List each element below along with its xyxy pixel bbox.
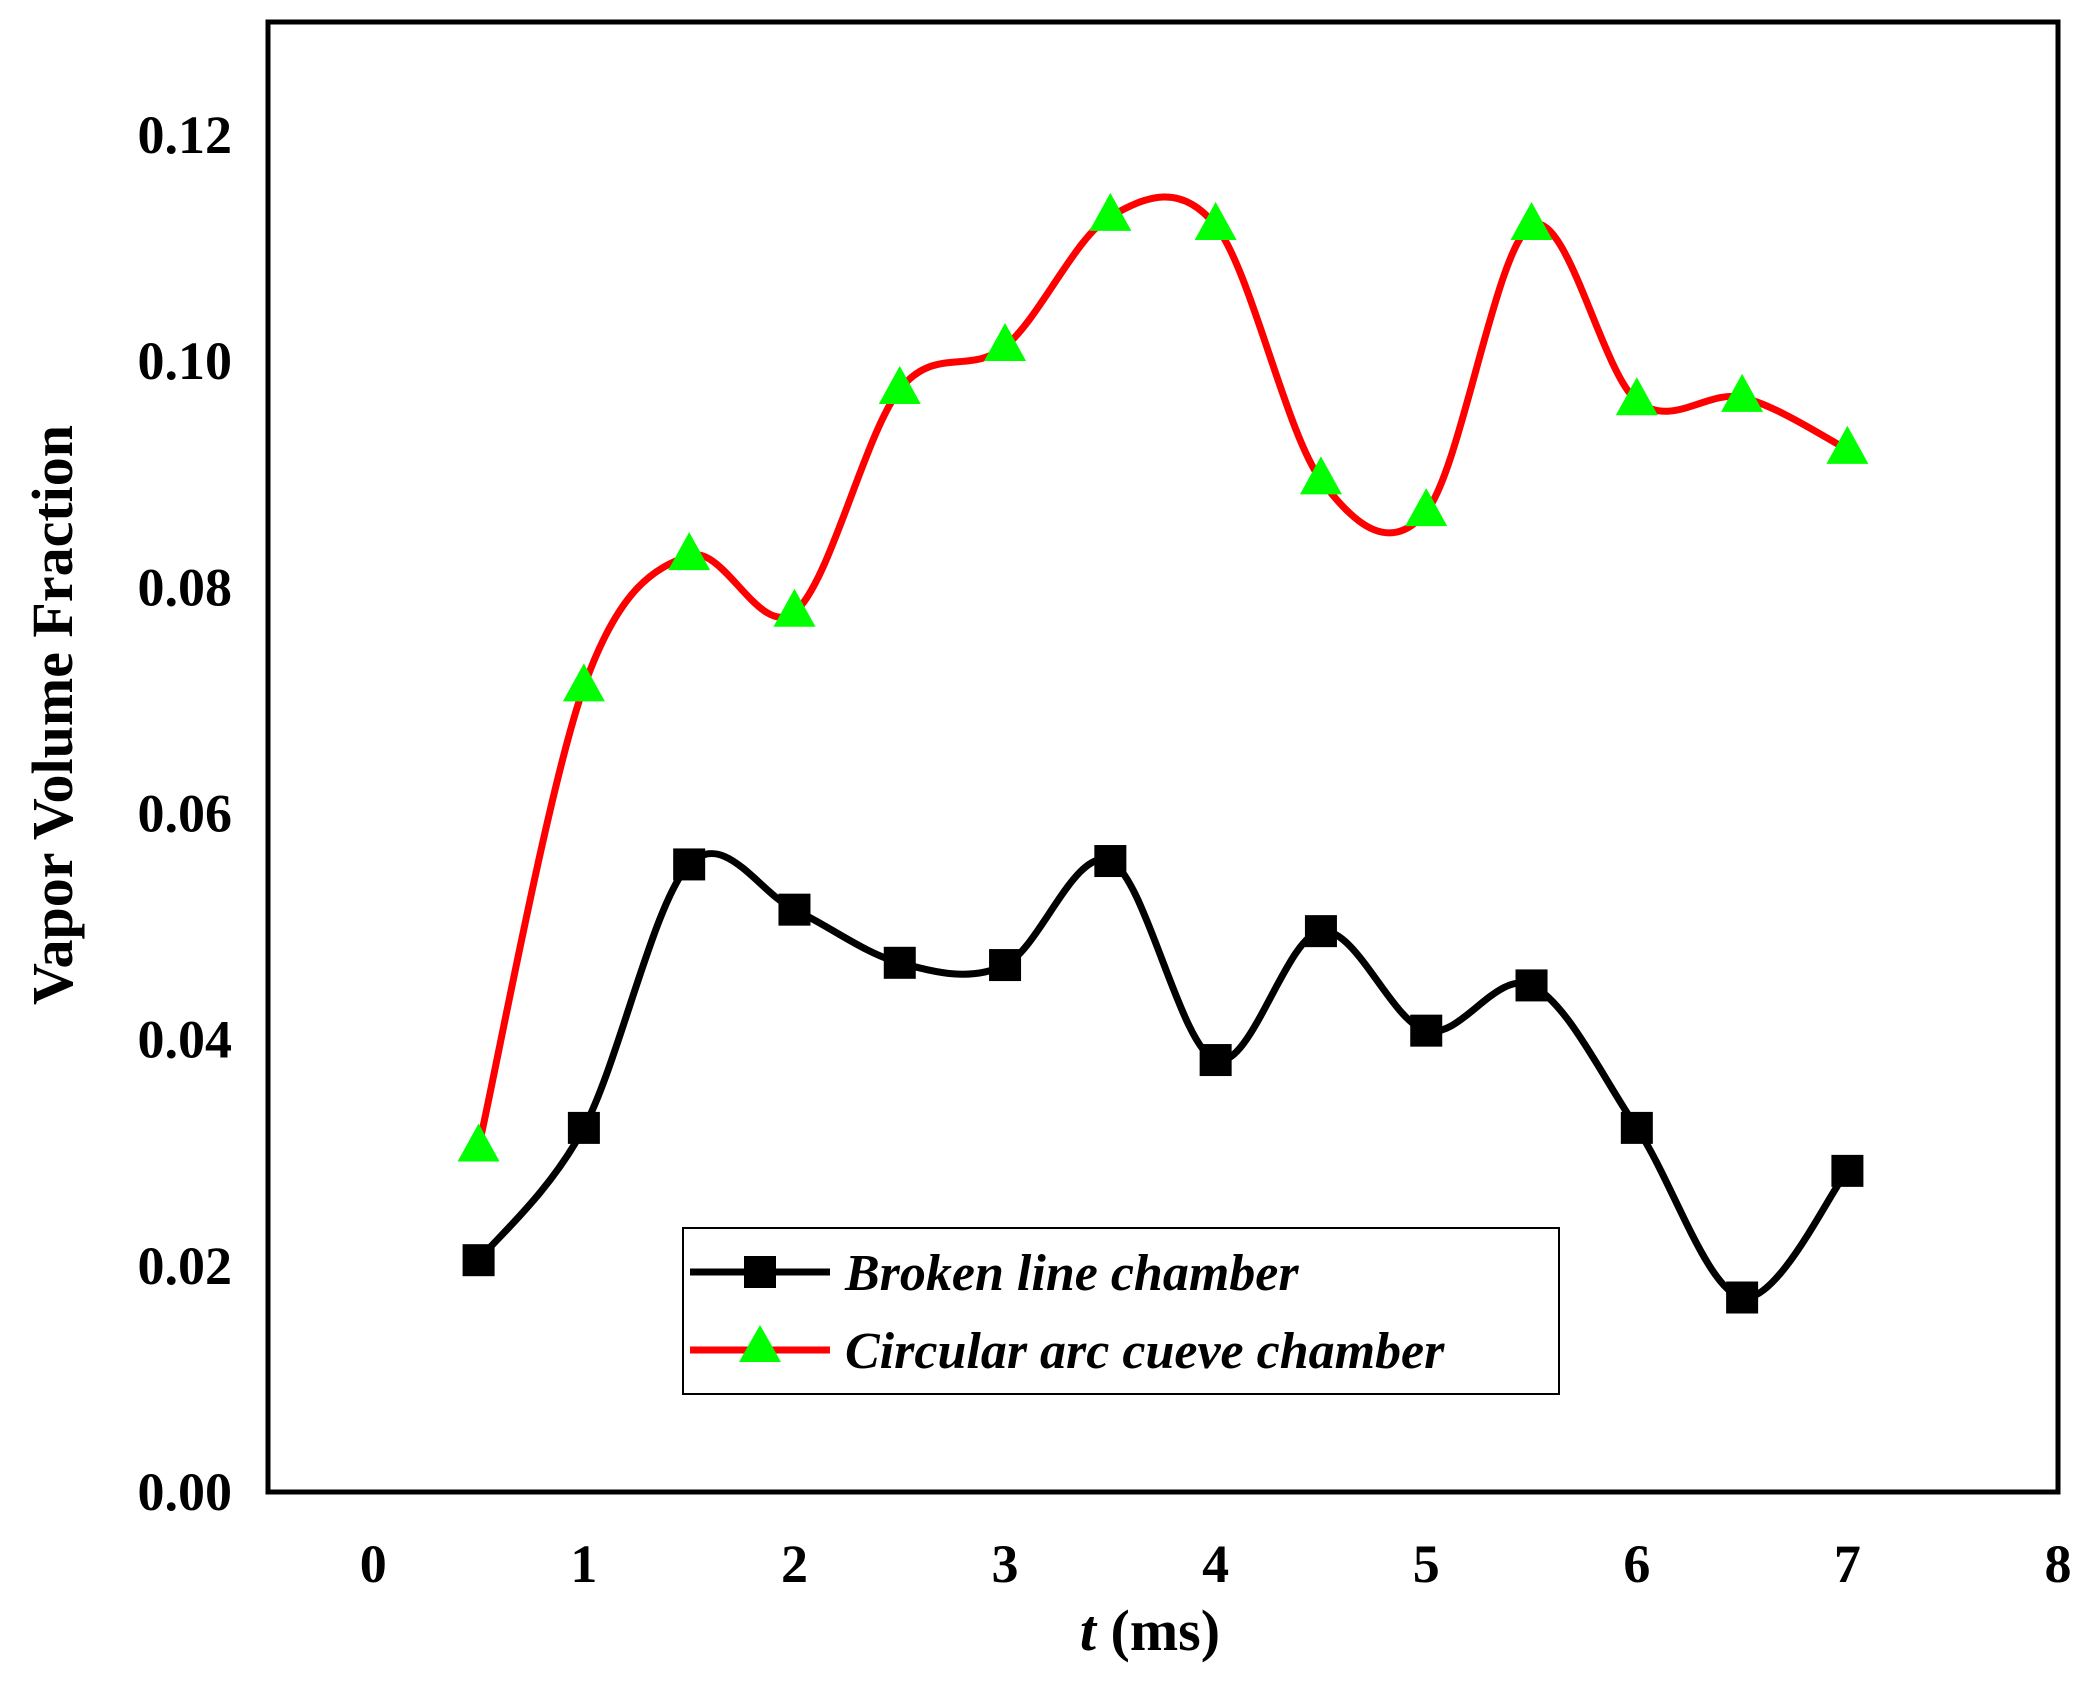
data-point bbox=[1094, 845, 1127, 878]
legend: Broken line chamber Circular arc cueve c… bbox=[682, 1227, 1560, 1395]
legend-marker-triangle bbox=[739, 1325, 781, 1362]
y-axis-ticks: 0.00 0.02 0.04 0.06 0.08 0.10 0.12 bbox=[138, 105, 233, 1522]
data-point bbox=[1615, 377, 1658, 416]
x-tick-label: 8 bbox=[2045, 1534, 2072, 1594]
plot-frame bbox=[265, 19, 2061, 1495]
data-point bbox=[773, 588, 816, 627]
y-tick-label: 0.08 bbox=[138, 557, 233, 617]
x-axis-variable: t bbox=[1080, 1598, 1098, 1663]
series-0 bbox=[462, 845, 1864, 1314]
x-tick-label: 0 bbox=[360, 1534, 387, 1594]
data-point bbox=[1299, 456, 1342, 495]
data-point bbox=[1410, 1014, 1443, 1047]
data-point bbox=[567, 1111, 600, 1144]
data-point bbox=[1620, 1111, 1653, 1144]
data-point bbox=[778, 893, 811, 926]
series-line bbox=[475, 193, 1849, 1148]
x-tick-label: 3 bbox=[992, 1534, 1019, 1594]
data-point bbox=[1304, 915, 1337, 948]
y-tick-label: 0.06 bbox=[138, 784, 233, 844]
data-point bbox=[668, 532, 711, 571]
x-axis-unit: (ms) bbox=[1096, 1598, 1220, 1663]
y-tick-label: 0.02 bbox=[138, 1236, 233, 1296]
y-axis-title: Vapor Volume Fraction bbox=[20, 425, 85, 1005]
data-point bbox=[1089, 192, 1132, 231]
legend-label-broken: Broken line chamber bbox=[844, 1245, 1299, 1302]
data-point bbox=[1826, 425, 1869, 464]
data-point bbox=[673, 848, 706, 881]
data-point bbox=[462, 1244, 495, 1277]
data-point bbox=[878, 365, 921, 404]
x-axis-title: t (ms) bbox=[1080, 1598, 1220, 1663]
data-point bbox=[883, 946, 916, 979]
data-point bbox=[989, 949, 1022, 982]
data-point bbox=[1831, 1154, 1864, 1187]
data-point bbox=[1510, 201, 1553, 240]
x-tick-label: 7 bbox=[1834, 1534, 1861, 1594]
data-point bbox=[1405, 488, 1448, 527]
y-tick-label: 0.12 bbox=[138, 105, 233, 165]
x-tick-label: 6 bbox=[1623, 1534, 1650, 1594]
data-point bbox=[1199, 1044, 1232, 1077]
y-tick-label: 0.04 bbox=[138, 1010, 233, 1070]
legend-label-circular: Circular arc cueve chamber bbox=[845, 1323, 1445, 1380]
legend-box bbox=[682, 1227, 1560, 1395]
series-layer bbox=[457, 192, 1869, 1314]
legend-marker-square bbox=[744, 1256, 776, 1288]
data-point bbox=[1721, 373, 1764, 412]
y-tick-label: 0.00 bbox=[138, 1462, 233, 1522]
x-tick-label: 1 bbox=[570, 1534, 597, 1594]
data-point bbox=[1726, 1281, 1759, 1314]
data-point bbox=[984, 322, 1027, 361]
x-axis-ticks: 0 1 2 3 4 5 6 7 8 bbox=[360, 1534, 2072, 1594]
data-point bbox=[562, 663, 605, 702]
x-tick-label: 5 bbox=[1413, 1534, 1440, 1594]
y-tick-label: 0.10 bbox=[138, 331, 233, 391]
data-point bbox=[1194, 201, 1237, 240]
data-point bbox=[457, 1123, 500, 1162]
x-tick-label: 2 bbox=[781, 1534, 808, 1594]
x-tick-label: 4 bbox=[1202, 1534, 1229, 1594]
series-1 bbox=[457, 192, 1869, 1162]
data-point bbox=[1515, 969, 1548, 1002]
